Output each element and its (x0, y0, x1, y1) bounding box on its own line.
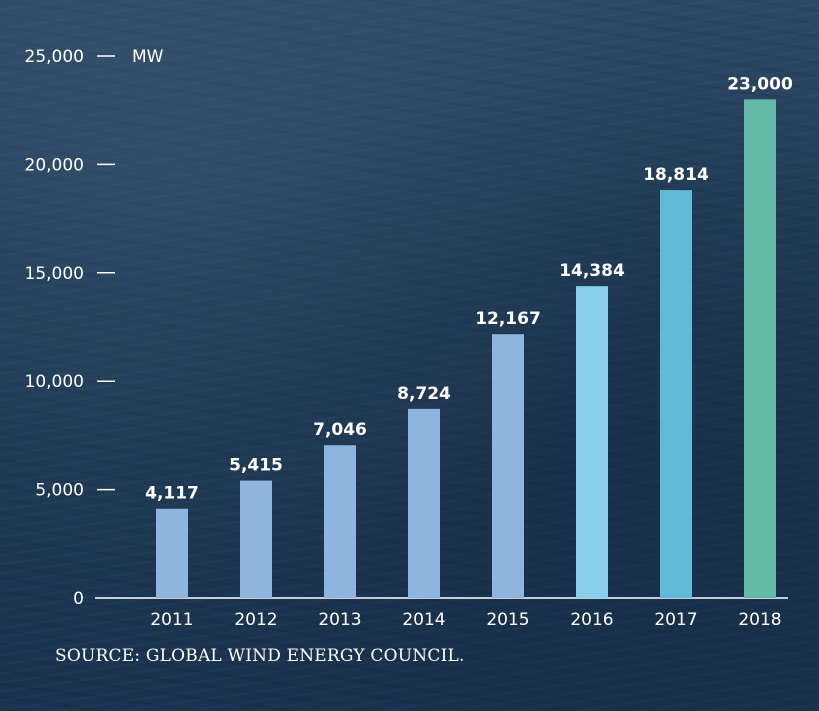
y-tick-label: 25,000 (25, 47, 84, 67)
x-tick-label: 2018 (738, 610, 781, 630)
data-label: 8,724 (397, 384, 451, 404)
x-tick-label: 2014 (402, 610, 445, 630)
bar-2012 (240, 480, 272, 598)
y-tick-label: 10,000 (25, 372, 84, 392)
x-tick-label: 2013 (318, 610, 361, 630)
x-tick-label: 2017 (654, 610, 697, 630)
data-label: 12,167 (475, 309, 541, 329)
bar-2011 (156, 508, 188, 598)
bar-2018 (744, 99, 776, 599)
bar-2013 (324, 445, 356, 598)
source-note: SOURCE: GLOBAL WIND ENERGY COUNCIL. (55, 646, 465, 666)
y-axis-unit-label: MW (132, 47, 164, 67)
y-tick-label: 0 (73, 589, 84, 609)
bar-2015 (492, 334, 524, 598)
y-tick-label: 5,000 (35, 481, 84, 501)
data-label: 5,415 (229, 456, 283, 476)
data-label: 18,814 (643, 165, 709, 185)
x-tick-label: 2016 (570, 610, 613, 630)
y-tick-label: 15,000 (25, 264, 84, 284)
y-tick-label: 20,000 (25, 155, 84, 175)
bar-2014 (408, 408, 440, 598)
data-label: 14,384 (559, 261, 625, 281)
x-tick-label: 2012 (234, 610, 277, 630)
x-tick-label: 2011 (150, 610, 193, 630)
bar-2017 (660, 190, 692, 598)
data-label: 4,117 (145, 484, 199, 504)
data-label: 23,000 (727, 74, 793, 94)
bar-2016 (576, 286, 608, 598)
data-label: 7,046 (313, 420, 367, 440)
x-tick-label: 2015 (486, 610, 529, 630)
